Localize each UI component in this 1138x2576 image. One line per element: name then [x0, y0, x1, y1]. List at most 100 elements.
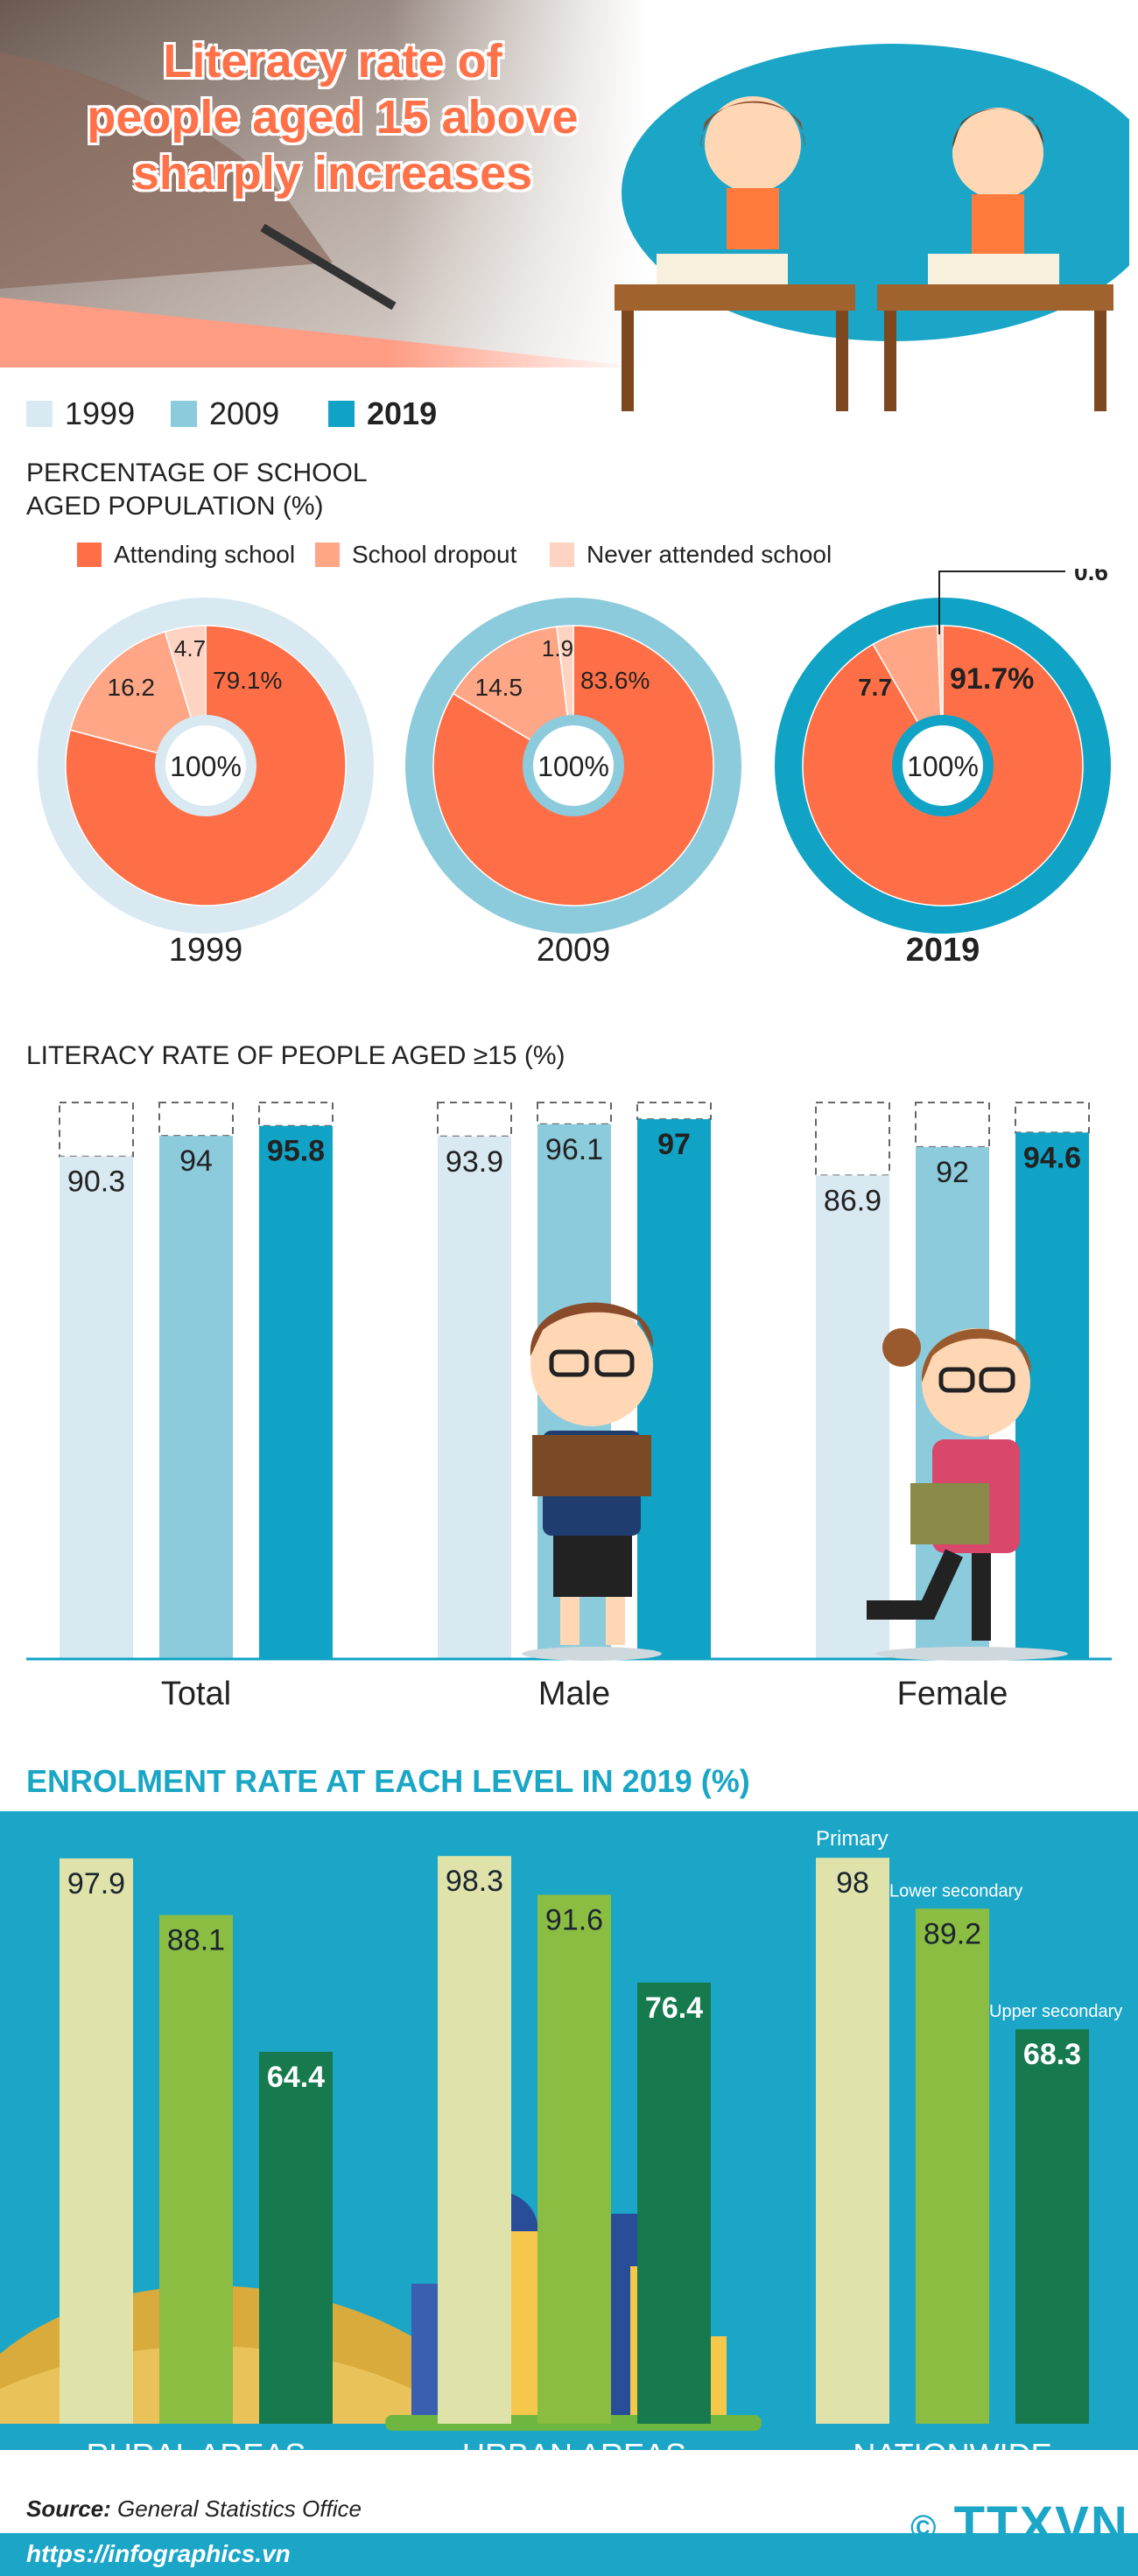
school-population-title: PERCENTAGE OF SCHOOL AGED POPULATION (%) — [26, 458, 367, 521]
girl-leg-front — [972, 1553, 991, 1641]
enrol-bar-nationwide-lower-secondary — [916, 1908, 989, 2424]
boy-leg-left — [560, 1597, 580, 1645]
enrol-value-nationwide-primary: 98 — [836, 1866, 869, 1900]
enrol-bar-urban-areas-upper-secondary — [637, 1982, 711, 2424]
footer-bar — [0, 2533, 1138, 2576]
legend-swatch-2019 — [328, 401, 355, 427]
donut-label-dropout-1999: 16.2 — [108, 674, 156, 701]
girl-leg-back — [867, 1549, 963, 1620]
boy-hair — [530, 1302, 654, 1356]
girl-glasses-right — [979, 1367, 1015, 1393]
legend-never: Never attended school — [550, 541, 832, 569]
enrol-bar-rural-areas-primary — [60, 1858, 133, 2424]
legend-label-attending: Attending school — [114, 541, 296, 568]
donut-year-1999: 1999 — [168, 932, 243, 969]
literacy-bar-outline-female-2019 — [1015, 1102, 1090, 1134]
infographics-link[interactable]: https://infographics.vn — [26, 2540, 291, 2567]
literacy-value-female-1999: 86.9 — [824, 1184, 882, 1217]
students-at-desks-illustration — [615, 44, 1129, 411]
title-line-3: sharply increases — [132, 147, 533, 200]
main-title: Literacy rate of people aged 15 above sh… — [53, 33, 613, 201]
literacy-bar-male-1999 — [438, 1136, 511, 1659]
source-note: Source: General Statistics Office — [26, 2496, 362, 2523]
donut-center-label-1999: 100% — [170, 751, 242, 782]
legend-swatch-attending — [77, 542, 102, 567]
enrol-bar-nationwide-upper-secondary — [1015, 2029, 1089, 2424]
donut-center-label-2009: 100% — [537, 751, 609, 782]
literacy-bar-total-2009 — [159, 1136, 233, 1659]
literacy-bar-total-2019 — [259, 1125, 333, 1659]
legend-swatch-2009 — [171, 401, 197, 427]
donut-hole-1999 — [165, 725, 246, 806]
donut-label-dropout-2009: 14.5 — [475, 674, 523, 701]
girl-head — [922, 1328, 1030, 1437]
enrol-value-nationwide-lower-secondary: 89.2 — [924, 1917, 981, 1950]
enrol-bar-nationwide-primary — [816, 1858, 889, 2424]
donut-label-attending-2019: 91.7% — [950, 662, 1034, 696]
donut-label-attending-2009: 83.6% — [580, 667, 650, 694]
enrol-bar-urban-areas-lower-secondary — [537, 1894, 611, 2424]
series-label-lower-secondary: Lower secondary — [889, 1881, 1022, 1900]
enrol-category-nationwide: NATIONWIDE — [853, 2437, 1051, 2450]
donut-hole-2019 — [903, 725, 983, 806]
boy-book — [532, 1435, 651, 1496]
enrol-value-urban-areas-upper-secondary: 76.4 — [645, 1992, 703, 2025]
enrol-value-urban-areas-primary: 98.3 — [446, 1865, 503, 1898]
literacy-value-male-1999: 93.9 — [446, 1145, 503, 1179]
enrol-value-urban-areas-lower-secondary: 91.6 — [545, 1903, 603, 1936]
literacy-bar-male-2019 — [637, 1119, 711, 1659]
legend-swatch-1999 — [26, 401, 53, 427]
enrolment-rate-chart: 97.9 88.1 64.4 RURAL AREAS 98.3 91.6 76.4 URBAN… — [0, 1827, 1122, 2450]
donut-label-never-1999: 4.7 — [174, 635, 206, 662]
boy-reading-illustration — [522, 1302, 662, 1661]
donut-center-label-2019: 100% — [907, 751, 979, 782]
boy-shadow — [522, 1647, 662, 1661]
boy-glasses-left — [549, 1349, 589, 1377]
girl-shadow — [875, 1647, 1068, 1661]
legend-year-1999: 1999 — [26, 396, 135, 432]
donut-label-attending-1999: 79.1% — [213, 667, 282, 694]
header: Literacy rate of people aged 15 above sh… — [0, 0, 1138, 411]
girl-book — [910, 1483, 989, 1544]
literacy-bar-female-1999 — [816, 1175, 889, 1659]
legend-swatch-never — [550, 542, 574, 567]
girl-glasses-left — [938, 1367, 975, 1393]
series-label-upper-secondary: Upper secondary — [989, 2002, 1122, 2021]
legend-label-dropout: School dropout — [352, 541, 517, 568]
donut-year-2009: 2009 — [536, 932, 611, 969]
enrol-bar-urban-areas-primary — [438, 1856, 511, 2424]
donut-leader-never-2019 — [938, 570, 1065, 634]
legend-label-1999: 1999 — [65, 396, 136, 431]
legend-year-2009: 2009 — [171, 396, 279, 432]
literacy-bar-outline-total-2009 — [158, 1102, 234, 1138]
legend-swatch-dropout — [315, 542, 340, 567]
title-line-1: Literacy rate of — [163, 35, 502, 88]
literacy-value-male-2019: 97 — [657, 1128, 691, 1161]
girl-hair — [921, 1328, 1032, 1382]
literacy-value-female-2009: 92 — [936, 1156, 969, 1189]
literacy-bar-outline-male-1999 — [437, 1102, 512, 1138]
literacy-value-total-1999: 90.3 — [67, 1166, 125, 1199]
writing-hand-photo-illustration — [0, 0, 648, 368]
enrol-value-rural-areas-primary: 97.9 — [67, 1867, 125, 1900]
donut-label-never-2019: 0.6 — [1074, 569, 1108, 585]
literacy-bar-outline-female-2009 — [915, 1102, 990, 1148]
donut-label-dropout-2019: 7.7 — [858, 674, 892, 701]
donut-hole-2009 — [533, 725, 614, 806]
series-label-primary: Primary — [816, 1827, 889, 1851]
boy-shorts — [553, 1536, 632, 1597]
literacy-rate-title: LITERACY RATE OF PEOPLE AGED ≥15 (%) — [26, 1041, 565, 1070]
boy-glasses-right — [594, 1349, 635, 1377]
literacy-bar-outline-total-2019 — [258, 1102, 334, 1127]
donut-label-never-2009: 1.9 — [542, 635, 573, 662]
enrol-value-rural-areas-upper-secondary: 64.4 — [267, 2061, 325, 2094]
enrol-bar-rural-areas-upper-secondary — [259, 2051, 333, 2424]
legend-label-never: Never attended school — [587, 541, 832, 568]
legend-label-2009: 2009 — [209, 396, 280, 431]
literacy-category-female: Female — [897, 1676, 1008, 1712]
girl-reading-illustration — [867, 1328, 1068, 1661]
enrol-bar-rural-areas-lower-secondary — [159, 1914, 233, 2424]
enrol-value-rural-areas-lower-secondary: 88.1 — [167, 1924, 225, 1957]
boy-head — [530, 1304, 653, 1426]
literacy-category-male: Male — [538, 1676, 610, 1712]
